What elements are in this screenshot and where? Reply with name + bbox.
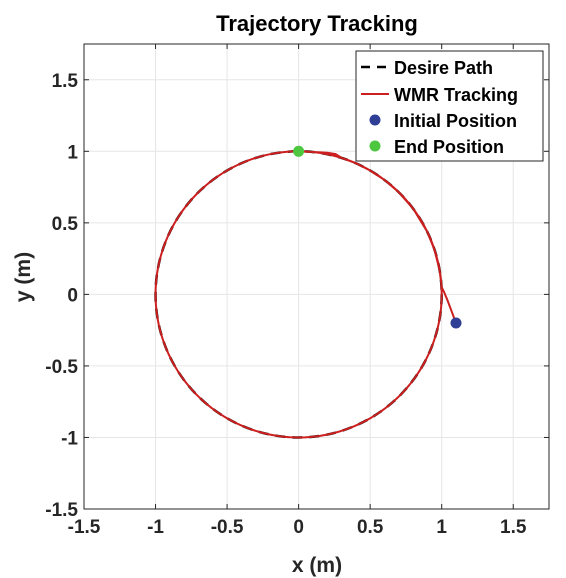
- x-tick-label: 0: [293, 517, 304, 538]
- legend-box: [355, 50, 544, 162]
- wmr-tracking-line: [154, 150, 457, 439]
- legend-initial-position-marker: [369, 114, 381, 126]
- legend-end-position-marker: [369, 140, 381, 152]
- legend-initial-position-label: Initial Position: [394, 111, 517, 131]
- x-tick-label: -1.5: [68, 517, 101, 538]
- y-tick-label: -1: [61, 428, 78, 449]
- y-axis-label: y (m): [12, 252, 35, 302]
- x-tick-label: -0.5: [211, 517, 244, 538]
- legend: Desire Path WMR Tracking Initial Positio…: [355, 50, 544, 162]
- series-layer: [154, 145, 462, 439]
- y-tick-label: -1.5: [45, 500, 78, 521]
- end-position-marker: [293, 145, 305, 157]
- legend-desire-path-label: Desire Path: [394, 58, 493, 78]
- y-tick-label: 0.5: [52, 214, 79, 235]
- x-tick-label: 0.5: [357, 517, 384, 538]
- y-tick-label: 1.5: [52, 71, 79, 92]
- x-tick-label: 1.5: [500, 517, 527, 538]
- plot-area-frame: [83, 43, 550, 510]
- y-tick-label: -0.5: [45, 357, 78, 378]
- legend-wmr-tracking-label: WMR Tracking: [394, 85, 518, 105]
- axis-ticks: -1.5 -1 -0.5 0 0.5 1 1.5 -1.5 -1 -0.5 0 0.5 1 1.5: [45, 44, 549, 538]
- legend-end-position-label: End Position: [394, 137, 504, 157]
- initial-position-marker: [450, 317, 462, 329]
- y-tick-label: 0: [67, 285, 78, 306]
- x-tick-label: 1: [436, 517, 447, 538]
- x-axis-label: x (m): [292, 554, 342, 577]
- y-tick-label: 1: [67, 142, 78, 163]
- chart-title: Trajectory Tracking: [216, 11, 418, 36]
- x-tick-label: -1: [147, 517, 164, 538]
